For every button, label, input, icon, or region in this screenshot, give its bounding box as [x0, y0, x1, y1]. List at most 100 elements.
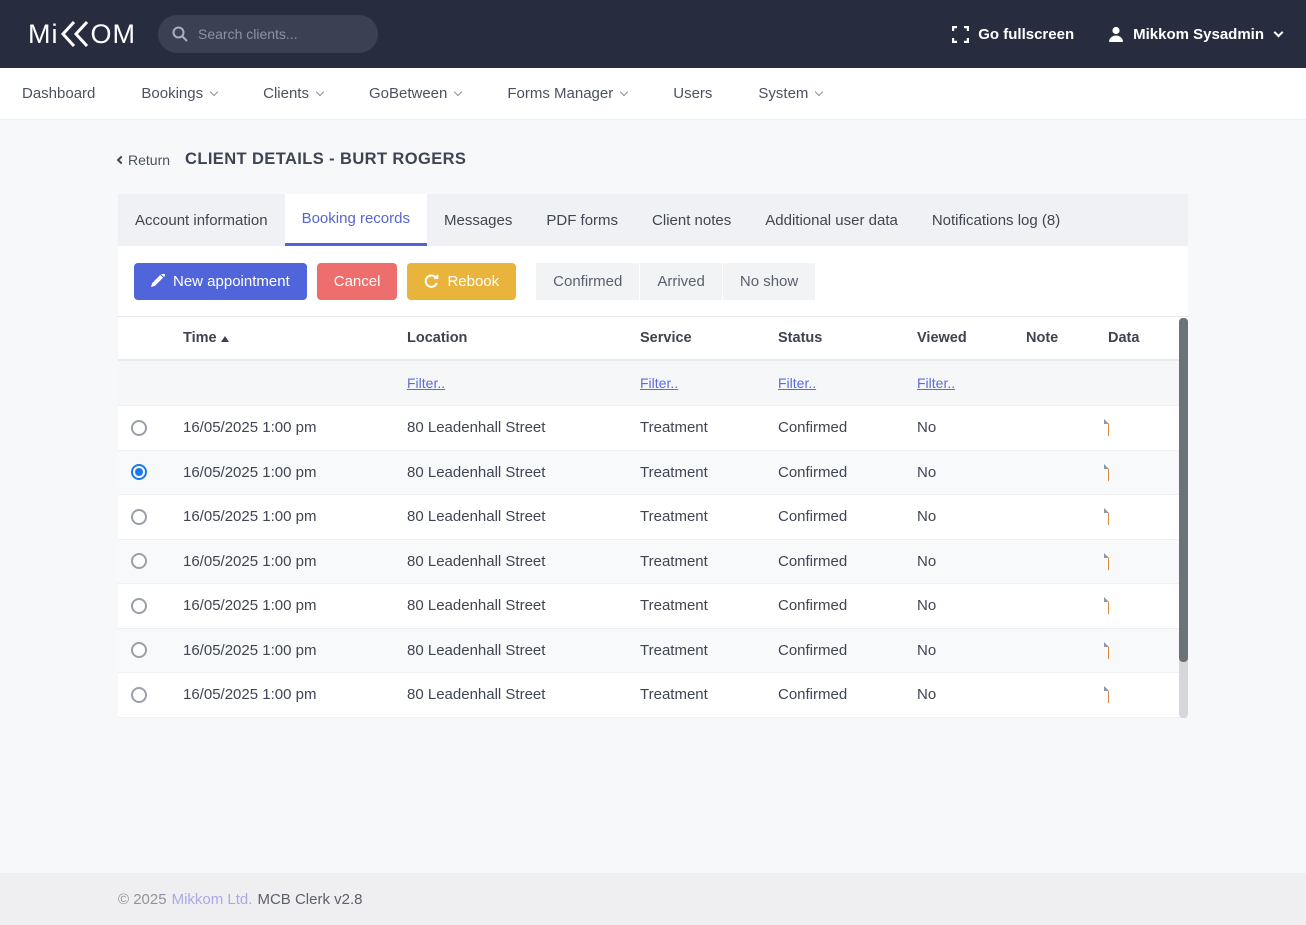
- row-radio[interactable]: [131, 553, 147, 569]
- row-radio[interactable]: [131, 642, 147, 658]
- nav-item-clients[interactable]: Clients: [263, 85, 323, 102]
- cell-service: Treatment: [640, 597, 778, 614]
- cell-location: 80 Leadenhall Street: [407, 553, 640, 570]
- tab-client-notes[interactable]: Client notes: [635, 194, 748, 246]
- new-appointment-button[interactable]: New appointment: [134, 263, 307, 300]
- nav-label: Forms Manager: [507, 85, 613, 102]
- arrived-button[interactable]: Arrived: [639, 263, 722, 300]
- cell-viewed: No: [917, 553, 1026, 570]
- data-file-icon[interactable]: [1108, 642, 1109, 659]
- company-link[interactable]: Mikkom Ltd.: [172, 891, 253, 908]
- filter-link-location[interactable]: Filter..: [407, 375, 445, 391]
- app-header: Mi OM Go fullscreen: [0, 0, 1306, 68]
- tab-notifications-log[interactable]: Notifications log (8): [915, 194, 1077, 246]
- chevron-down-icon: [815, 88, 823, 96]
- tab-additional-user-data[interactable]: Additional user data: [748, 194, 915, 246]
- cell-location: 80 Leadenhall Street: [407, 419, 640, 436]
- cell-service: Treatment: [640, 686, 778, 703]
- cell-service: Treatment: [640, 464, 778, 481]
- header-cell-time[interactable]: Time: [183, 330, 407, 346]
- data-file-icon[interactable]: [1108, 464, 1109, 481]
- fullscreen-icon: [952, 26, 969, 43]
- cell-time: 16/05/2025 1:00 pm: [183, 642, 407, 659]
- row-radio[interactable]: [131, 420, 147, 436]
- data-file-icon[interactable]: [1108, 419, 1109, 436]
- table-row: 16/05/2025 1:00 pm 80 Leadenhall Street …: [118, 673, 1188, 718]
- nav-item-forms-manager[interactable]: Forms Manager: [507, 85, 627, 102]
- row-radio[interactable]: [131, 464, 147, 480]
- return-label: Return: [128, 152, 170, 168]
- header-cell-viewed[interactable]: Viewed: [917, 330, 1026, 346]
- filter-link-viewed[interactable]: Filter..: [917, 375, 955, 391]
- filter-link-service[interactable]: Filter..: [640, 375, 678, 391]
- nav-label: System: [758, 85, 808, 102]
- column-label-time: Time: [183, 330, 217, 346]
- copyright-text: © 2025: [118, 891, 167, 908]
- no-show-button[interactable]: No show: [722, 263, 815, 300]
- booking-records-panel: New appointment Cancel Rebook Confirmed …: [118, 246, 1188, 718]
- cell-time: 16/05/2025 1:00 pm: [183, 464, 407, 481]
- tab-pdf-forms[interactable]: PDF forms: [529, 194, 635, 246]
- search-input[interactable]: [198, 26, 358, 42]
- table-row: 16/05/2025 1:00 pm 80 Leadenhall Street …: [118, 495, 1188, 540]
- search-icon: [172, 26, 188, 42]
- cell-status: Confirmed: [778, 597, 917, 614]
- header-cell-note: Note: [1026, 330, 1108, 346]
- client-search[interactable]: [158, 15, 378, 53]
- cell-status: Confirmed: [778, 508, 917, 525]
- scrollbar-thumb[interactable]: [1179, 318, 1188, 662]
- table-filter-row: Filter.. Filter.. Filter.. Filter..: [118, 361, 1188, 406]
- table-row: 16/05/2025 1:00 pm 80 Leadenhall Street …: [118, 406, 1188, 451]
- data-file-icon[interactable]: [1108, 553, 1109, 570]
- user-menu[interactable]: Mikkom Sysadmin: [1108, 26, 1282, 43]
- cell-viewed: No: [917, 597, 1026, 614]
- client-tabs: Account information Booking records Mess…: [118, 194, 1188, 246]
- nav-item-users[interactable]: Users: [673, 85, 712, 102]
- row-radio[interactable]: [131, 598, 147, 614]
- tab-account-information[interactable]: Account information: [118, 194, 285, 246]
- nav-item-gobetween[interactable]: GoBetween: [369, 85, 461, 102]
- header-cell-data: Data: [1108, 330, 1188, 346]
- data-file-icon[interactable]: [1108, 508, 1109, 525]
- nav-item-system[interactable]: System: [758, 85, 822, 102]
- header-cell-location[interactable]: Location: [407, 330, 640, 346]
- header-cell-status[interactable]: Status: [778, 330, 917, 346]
- sort-ascending-icon: [221, 336, 229, 342]
- cell-time: 16/05/2025 1:00 pm: [183, 508, 407, 525]
- status-button-group: Confirmed Arrived No show: [536, 263, 815, 300]
- cell-viewed: No: [917, 642, 1026, 659]
- chevron-left-icon: [117, 155, 125, 163]
- main-nav: Dashboard Bookings Clients GoBetween For…: [0, 68, 1306, 120]
- table-header-row: Time Location Service Status Viewed Note…: [118, 317, 1188, 361]
- nav-item-dashboard[interactable]: Dashboard: [22, 85, 95, 102]
- data-file-icon[interactable]: [1108, 686, 1109, 703]
- fullscreen-label: Go fullscreen: [978, 26, 1074, 43]
- return-link[interactable]: Return: [118, 152, 170, 168]
- header-cell-service[interactable]: Service: [640, 330, 778, 346]
- nav-label: Dashboard: [22, 85, 95, 102]
- table-row: 16/05/2025 1:00 pm 80 Leadenhall Street …: [118, 629, 1188, 674]
- cell-location: 80 Leadenhall Street: [407, 642, 640, 659]
- cancel-button[interactable]: Cancel: [317, 263, 398, 300]
- data-file-icon[interactable]: [1108, 597, 1109, 614]
- row-radio[interactable]: [131, 687, 147, 703]
- filter-link-status[interactable]: Filter..: [778, 375, 816, 391]
- tab-messages[interactable]: Messages: [427, 194, 529, 246]
- table-scrollbar[interactable]: [1179, 318, 1188, 718]
- confirmed-button[interactable]: Confirmed: [536, 263, 639, 300]
- rebook-button[interactable]: Rebook: [407, 263, 516, 300]
- cell-location: 80 Leadenhall Street: [407, 686, 640, 703]
- cell-viewed: No: [917, 508, 1026, 525]
- fullscreen-button[interactable]: Go fullscreen: [952, 26, 1074, 43]
- app-logo[interactable]: Mi OM: [28, 19, 136, 50]
- tab-booking-records[interactable]: Booking records: [285, 194, 427, 246]
- table-row: 16/05/2025 1:00 pm 80 Leadenhall Street …: [118, 451, 1188, 496]
- table-row: 16/05/2025 1:00 pm 80 Leadenhall Street …: [118, 540, 1188, 585]
- nav-item-bookings[interactable]: Bookings: [141, 85, 217, 102]
- cell-status: Confirmed: [778, 464, 917, 481]
- cell-viewed: No: [917, 419, 1026, 436]
- row-radio[interactable]: [131, 509, 147, 525]
- cell-status: Confirmed: [778, 419, 917, 436]
- cell-service: Treatment: [640, 508, 778, 525]
- cell-time: 16/05/2025 1:00 pm: [183, 597, 407, 614]
